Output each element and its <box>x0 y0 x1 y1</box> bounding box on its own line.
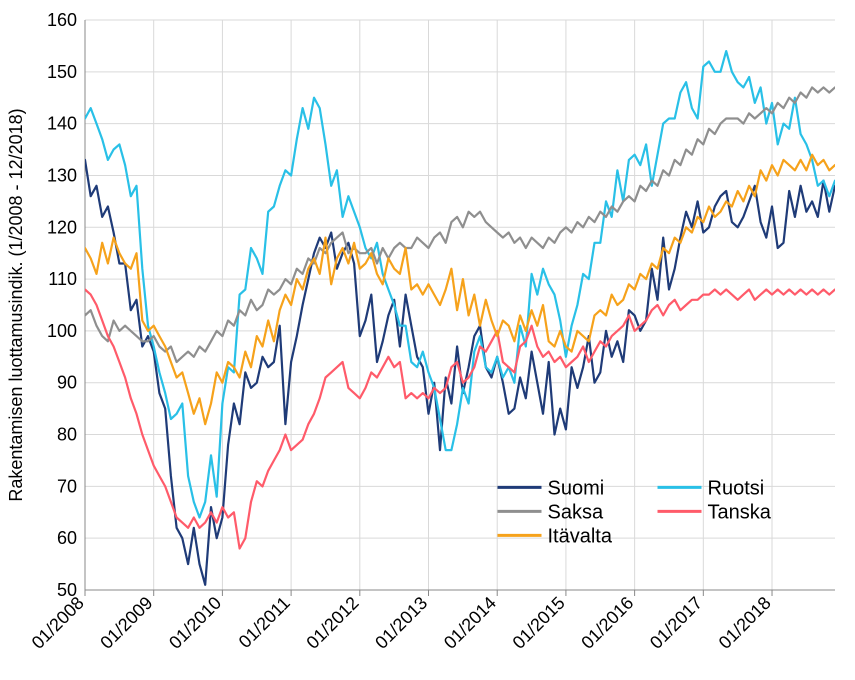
y-tick-label: 160 <box>47 10 77 30</box>
y-tick-label: 130 <box>47 165 77 185</box>
y-tick-label: 100 <box>47 321 77 341</box>
y-tick-label: 120 <box>47 217 77 237</box>
line-chart: 506070809010011012013014015016001/200801… <box>0 0 855 680</box>
y-tick-label: 140 <box>47 114 77 134</box>
legend-label: Saksa <box>548 501 604 523</box>
y-tick-label: 90 <box>57 373 77 393</box>
legend-label: Suomi <box>548 477 605 499</box>
legend-label: Tanska <box>708 501 772 523</box>
y-tick-label: 80 <box>57 425 77 445</box>
y-axis-title: Rakentamisen luottamusindik. (1/2008 - 1… <box>6 108 26 501</box>
chart-container: 506070809010011012013014015016001/200801… <box>0 0 855 680</box>
legend-label: Itävalta <box>548 525 613 547</box>
y-tick-label: 150 <box>47 62 77 82</box>
y-tick-label: 70 <box>57 476 77 496</box>
y-tick-label: 60 <box>57 528 77 548</box>
legend-label: Ruotsi <box>708 477 765 499</box>
y-tick-label: 110 <box>48 269 77 289</box>
